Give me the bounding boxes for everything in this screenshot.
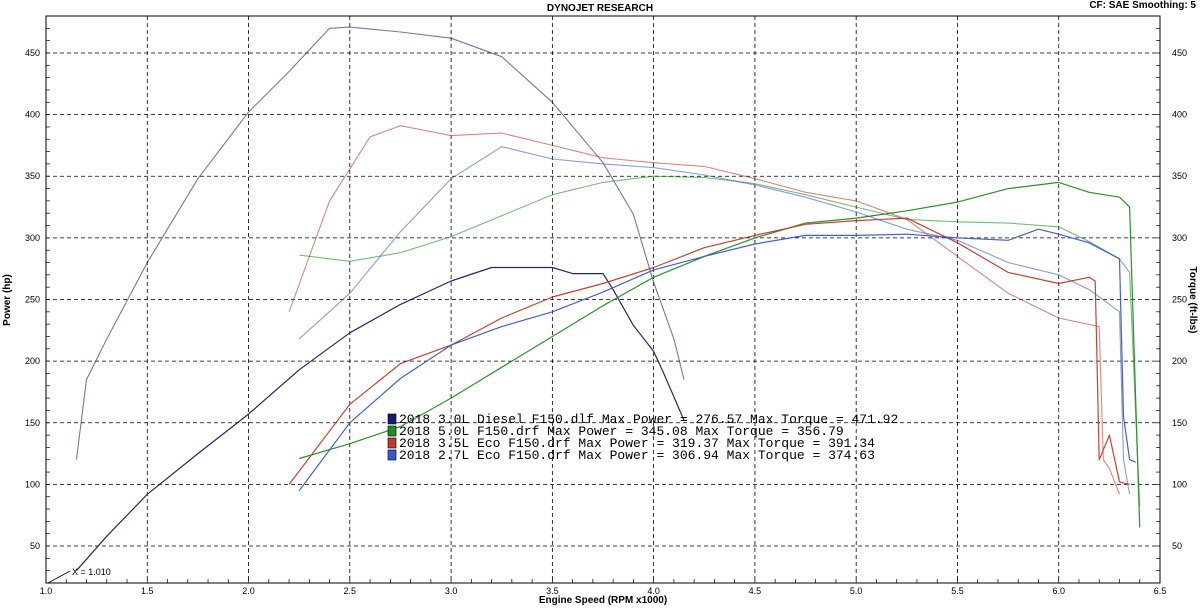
y-tick-label-left: 50 (30, 541, 40, 551)
y-tick-label-right: 250 (1172, 295, 1187, 305)
series-2-torque-line (299, 175, 1141, 507)
settings-label: CF: SAE Smoothing: 5 (1089, 0, 1196, 11)
y-tick-label-right: 350 (1172, 171, 1187, 181)
y-tick-label-right: 150 (1172, 418, 1187, 428)
x-tick-label: 6.0 (1052, 586, 1065, 596)
legend: 2018 3.0L Diesel F150.dlf Max Power = 27… (387, 412, 898, 463)
y-tick-label-left: 300 (25, 233, 40, 243)
series-4-torque-line (298, 146, 1131, 495)
y-tick-label-left: 100 (25, 479, 40, 489)
y-tick-label-left: 150 (25, 418, 40, 428)
x-axis-label: Engine Speed (RPM x1000) (539, 595, 667, 606)
cursor: X = 1.010 (47, 567, 111, 584)
legend-entry: 2018 3.0L Diesel F150.dlf Max Power = 27… (399, 412, 898, 427)
x-tick-label: 6.5 (1154, 586, 1167, 596)
legend-swatch (387, 425, 397, 437)
y-tick-label-left: 250 (25, 295, 40, 305)
x-tick-label: 4.5 (749, 586, 762, 596)
axis-ticks: 1.0 1.5 2.0 2.5 3.0 3.5 4.0 4.5 5.0 5.5 6.0 6.5 50 50… (25, 27, 1187, 596)
x-tick-label: 2.0 (242, 586, 255, 596)
y-tick-label-right: 50 (1172, 541, 1182, 551)
series-1-power-line (75, 266, 685, 572)
legend-entry: 2018 2.7L Eco F150.drf Max Power = 306.9… (399, 448, 875, 463)
y-tick-label-right: 450 (1172, 48, 1187, 58)
series-2-power-line (299, 181, 1141, 528)
y-tick-label-left: 200 (25, 356, 40, 366)
y-tick-label-left: 450 (25, 48, 40, 58)
legend-entry: 2018 5.0L F150.drf Max Power = 345.08 Ma… (399, 424, 844, 439)
x-tick-label: 1.0 (40, 586, 53, 596)
legend-swatch (387, 449, 397, 461)
legend-swatch (387, 413, 397, 425)
cursor-label: X = 1.010 (72, 567, 111, 577)
y-tick-label-right: 400 (1172, 110, 1187, 120)
x-tick-label: 4.0 (647, 586, 660, 596)
y-tick-label-left: 350 (25, 171, 40, 181)
y-tick-label-right: 200 (1172, 356, 1187, 366)
x-tick-label: 5.5 (951, 586, 964, 596)
legend-swatch (387, 437, 397, 449)
x-tick-label: 3.0 (445, 586, 458, 596)
x-tick-label: 3.5 (546, 586, 559, 596)
series-1-torque-line (75, 26, 685, 460)
x-tick-label: 5.0 (850, 586, 863, 596)
series-4-power-line (298, 228, 1136, 491)
y-axis-label-left: Power (hp) (2, 274, 13, 326)
y-tick-label-right: 300 (1172, 233, 1187, 243)
x-tick-label: 1.5 (141, 586, 154, 596)
legend-entry: 2018 3.5L Eco F150.drf Max Power = 319.3… (399, 436, 875, 451)
series-3-torque-line (288, 125, 1121, 495)
cursor-line (47, 570, 71, 584)
y-axis-label-right: Torque (ft-lbs) (1187, 266, 1198, 333)
grid (46, 16, 1160, 583)
x-tick-label: 2.5 (344, 586, 357, 596)
y-tick-label-left: 400 (25, 110, 40, 120)
series-3-power-line (288, 217, 1130, 485)
series-lines (75, 26, 1141, 572)
y-tick-label-right: 100 (1172, 479, 1187, 489)
chart-title: DYNOJET RESEARCH (547, 3, 653, 14)
